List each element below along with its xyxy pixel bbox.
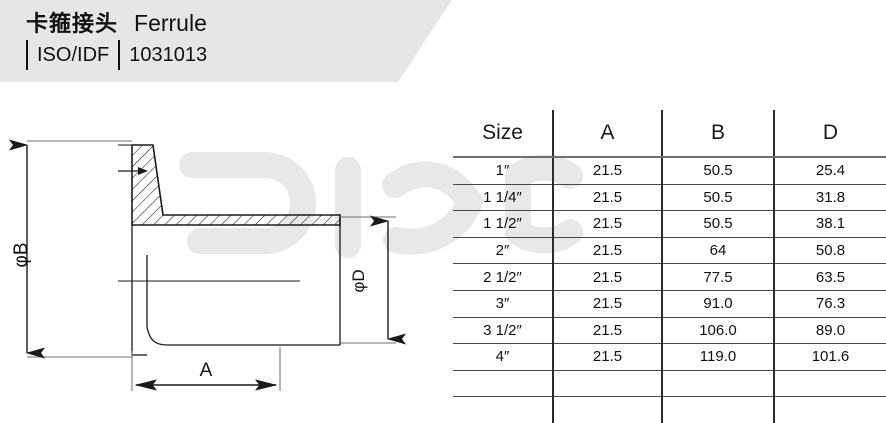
cell-d: 38.1 xyxy=(774,210,886,238)
cell-size: 1 1/4″ xyxy=(453,184,554,212)
table-row: 4″ 21.5 119.0 101.6 xyxy=(453,343,886,371)
ferrule-technical-drawing: φB φD A xyxy=(8,139,407,391)
table-row: 2 1/2″ 21.5 77.5 63.5 xyxy=(453,263,886,291)
cell-a: 21.5 xyxy=(553,290,663,318)
table-row: 1 1/4″ 21.5 50.5 31.8 xyxy=(453,184,886,212)
cell-b: 50.5 xyxy=(662,210,775,238)
dimension-label-phi-d: φD xyxy=(349,269,368,292)
dimension-label-phi-b: φB xyxy=(11,243,32,268)
dimension-a: A xyxy=(131,347,281,391)
cell-a: 21.5 xyxy=(553,263,663,291)
header-text-block: 卡箍接头 Ferrule ISO/IDF 1031013 xyxy=(0,0,452,82)
dimension-label-a: A xyxy=(200,360,213,381)
cell-b: 91.0 xyxy=(662,290,775,318)
cell-b: 106.0 xyxy=(662,317,775,345)
cell-a: 21.5 xyxy=(553,184,663,212)
cell-a: 21.5 xyxy=(553,157,663,185)
table-row: 2″ 21.5 64 50.8 xyxy=(453,237,886,265)
cell-a xyxy=(553,396,663,423)
dimension-phi-d: φD xyxy=(340,215,407,345)
cell-size: 2 1/2″ xyxy=(453,263,554,291)
cell-size: 3″ xyxy=(453,290,554,318)
cell-a: 21.5 xyxy=(553,317,663,345)
page-title-chinese: 卡箍接头 xyxy=(26,11,119,36)
flange-section xyxy=(131,144,341,226)
page-title-english: Ferrule xyxy=(134,10,207,36)
cell-d: 101.6 xyxy=(774,343,886,371)
cell-d: 31.8 xyxy=(774,184,886,212)
dimension-phi-b: φB xyxy=(8,139,132,359)
cell-d: 50.8 xyxy=(774,237,886,265)
standard-row: ISO/IDF 1031013 xyxy=(26,40,207,70)
cell-size: 4″ xyxy=(453,343,554,371)
cell-d: 25.4 xyxy=(774,157,886,185)
cell-a xyxy=(553,370,663,398)
cell-a: 21.5 xyxy=(553,343,663,371)
cell-size: 1″ xyxy=(453,157,554,185)
cell-b xyxy=(662,396,775,423)
cell-b: 50.5 xyxy=(662,157,775,185)
spec-table-container: Size A B D 1″ 21.5 50.5 25.4 1 1/4″ 21.5… xyxy=(453,110,886,423)
divider-bar-right xyxy=(118,40,121,70)
column-header-size: Size xyxy=(453,110,554,158)
title-row: 卡箍接头 Ferrule xyxy=(26,6,207,38)
divider-bar-left xyxy=(26,40,28,70)
table-row-empty xyxy=(453,370,886,398)
table-row: 3″ 21.5 91.0 76.3 xyxy=(453,290,886,318)
table-row: 1″ 21.5 50.5 25.4 xyxy=(453,157,886,185)
table-row-empty xyxy=(453,396,886,423)
cell-a: 21.5 xyxy=(553,210,663,238)
cell-d xyxy=(774,370,886,398)
cell-size: 2″ xyxy=(453,237,554,265)
cell-b: 77.5 xyxy=(662,263,775,291)
cell-size xyxy=(453,396,554,423)
standard-label: ISO/IDF xyxy=(37,43,110,66)
cell-size: 1 1/2″ xyxy=(453,210,554,238)
table-header-row: Size A B D xyxy=(453,110,886,158)
cell-size: 3 1/2″ xyxy=(453,317,554,345)
column-header-b: B xyxy=(662,110,775,158)
cell-d: 63.5 xyxy=(774,263,886,291)
column-header-a: A xyxy=(553,110,663,158)
header-banner xyxy=(0,0,452,82)
spec-table: Size A B D 1″ 21.5 50.5 25.4 1 1/4″ 21.5… xyxy=(453,110,886,423)
column-header-d: D xyxy=(774,110,886,158)
flange-leader xyxy=(118,144,148,175)
standard-code: 1031013 xyxy=(129,43,208,66)
cell-size xyxy=(453,370,554,398)
cell-b: 64 xyxy=(662,237,775,265)
table-row: 3 1/2″ 21.5 106.0 89.0 xyxy=(453,317,886,345)
cell-d xyxy=(774,397,886,423)
table-row: 1 1/2″ 21.5 50.5 38.1 xyxy=(453,210,886,238)
cell-d: 76.3 xyxy=(774,290,886,318)
cell-a: 21.5 xyxy=(553,237,663,265)
cell-b: 50.5 xyxy=(662,184,775,212)
cell-b xyxy=(662,370,775,398)
body-outline xyxy=(118,215,341,356)
cell-d: 89.0 xyxy=(774,317,886,345)
cell-b: 119.0 xyxy=(662,343,775,371)
